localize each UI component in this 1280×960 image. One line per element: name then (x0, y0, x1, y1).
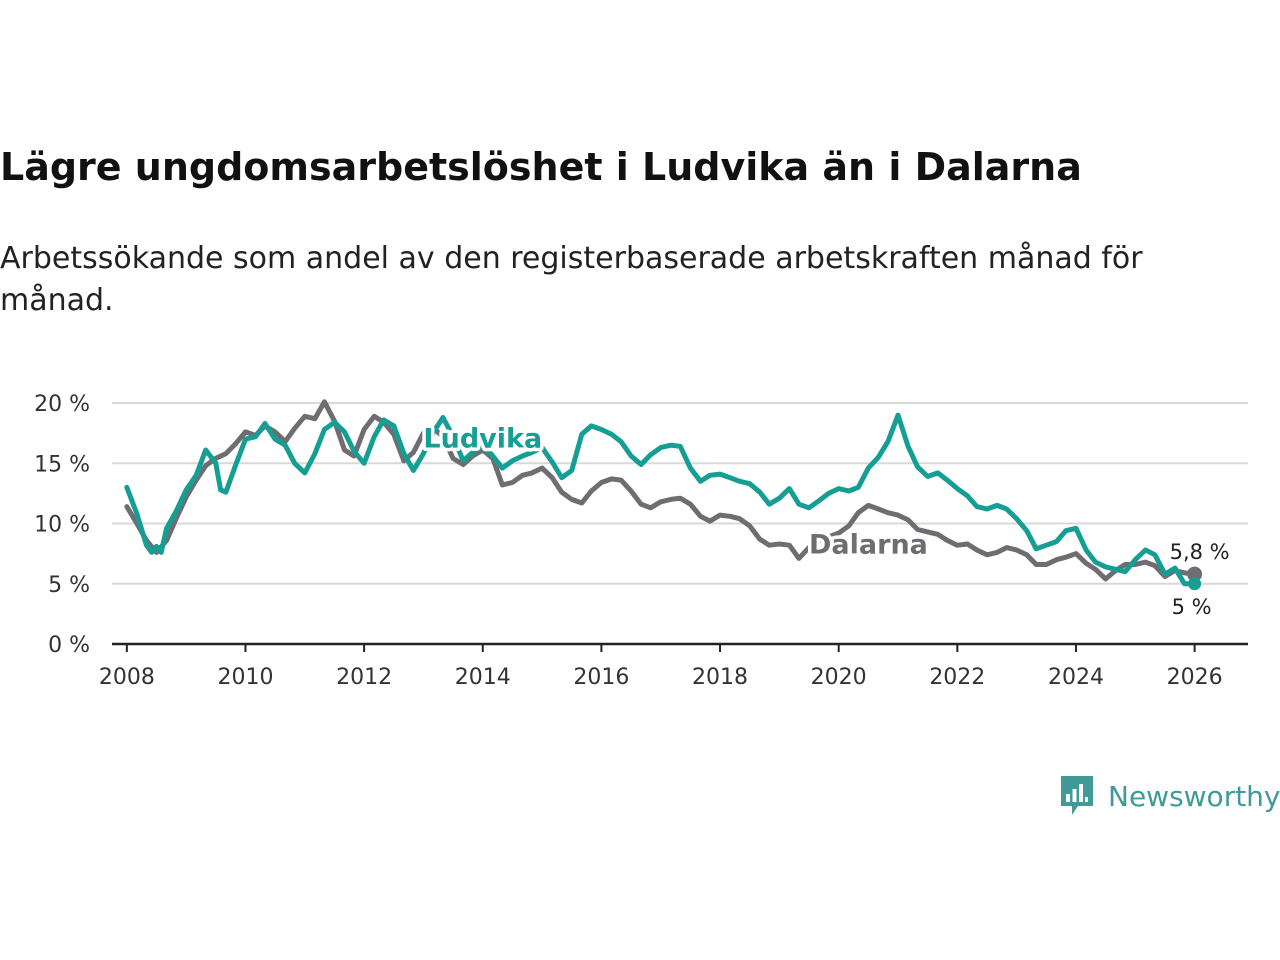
dalarna-series-label: Dalarna (809, 530, 928, 561)
line-chart: 0 % 5 % 10 % 15 % 20 % 2008 2010 2012 2014 2016 20… (34, 392, 1248, 690)
dalarna-series-line (124, 399, 1198, 582)
brand-name: Newsworthy (1108, 779, 1280, 813)
series-layer (124, 399, 1203, 591)
newsworthy-logo: Newsworthy (1058, 772, 1280, 820)
ludvika-end-value-label: 5 % (1172, 595, 1212, 619)
x-tick-label: 2022 (929, 665, 985, 690)
ludvika-series-label: Ludvika (423, 424, 542, 455)
label-layer: Ludvika Dalarna 5,8 % 5 % (420, 420, 1232, 621)
x-tick-label: 2020 (811, 665, 867, 690)
y-tick-label: 0 % (48, 633, 90, 658)
x-tick-label: 2018 (692, 665, 748, 690)
x-tick-label: 2016 (573, 665, 629, 690)
newsworthy-logo-icon (1061, 776, 1093, 815)
x-tick-label: 2012 (336, 665, 392, 690)
x-tick-label: 2008 (99, 665, 155, 690)
x-tick-label: 2014 (455, 665, 511, 690)
y-tick-label: 15 % (34, 452, 90, 477)
ludvika-end-marker (1188, 577, 1202, 591)
x-tick-label: 2026 (1167, 665, 1223, 690)
y-tick-label: 10 % (34, 513, 90, 538)
chart-title: Lägre ungdomsarbetslöshet i Ludvika än i… (0, 145, 1082, 189)
chart-subtitle: Arbetssökande som andel av den registerb… (0, 241, 1143, 318)
x-tick-label: 2010 (217, 665, 273, 690)
dalarna-end-marker (1187, 566, 1203, 582)
ludvika-series-line (124, 412, 1198, 587)
y-tick-label: 20 % (34, 392, 90, 417)
dalarna-end-value-label: 5,8 % (1170, 540, 1230, 564)
grid-layer (112, 402, 1248, 585)
y-tick-label: 5 % (48, 573, 90, 598)
x-tick-label: 2024 (1048, 665, 1104, 690)
axis-layer: 0 % 5 % 10 % 15 % 20 % 2008 2010 2012 2014 2016 20… (34, 392, 1248, 690)
